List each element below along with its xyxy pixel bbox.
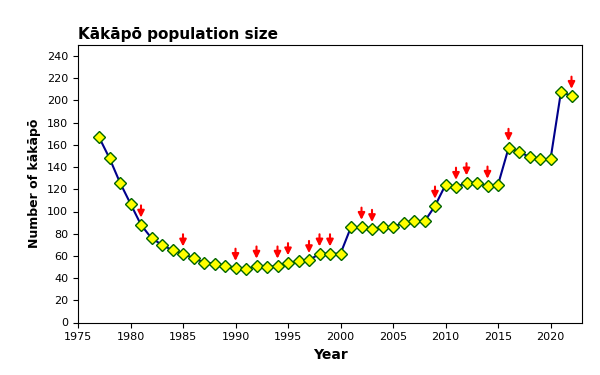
Y-axis label: Number of kākāpō: Number of kākāpō	[28, 119, 41, 249]
X-axis label: Year: Year	[313, 348, 347, 362]
Text: Kākāpō population size: Kākāpō population size	[78, 27, 278, 42]
